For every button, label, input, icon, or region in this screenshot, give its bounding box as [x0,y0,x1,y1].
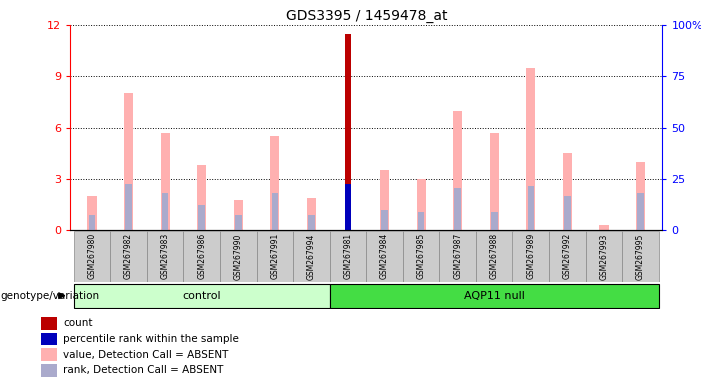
Bar [110,231,147,282]
Text: GSM267993: GSM267993 [599,233,608,280]
Text: genotype/variation: genotype/variation [1,291,100,301]
Bar [549,231,586,282]
Text: GSM267987: GSM267987 [453,233,462,280]
Bar [235,215,242,230]
Bar [476,231,512,282]
Bar [41,317,57,330]
Text: GSM267991: GSM267991 [271,233,280,280]
Bar [307,198,316,230]
Bar [491,212,498,230]
Bar [512,231,549,282]
Bar [271,136,280,230]
Bar [380,170,389,230]
Bar [41,348,57,361]
Bar [308,215,315,230]
Text: GSM267980: GSM267980 [88,233,97,280]
Text: percentile rank within the sample: percentile rank within the sample [64,334,239,344]
Bar [147,231,184,282]
Bar [41,364,57,377]
Bar [74,231,110,282]
Text: GSM267992: GSM267992 [563,233,572,280]
Bar [220,231,257,282]
Bar [453,111,462,230]
Bar [89,215,95,230]
Bar [454,188,461,230]
Bar [184,231,220,282]
Bar [329,283,659,308]
Bar [403,231,440,282]
Bar [198,205,205,230]
Bar [490,133,499,230]
Bar [161,133,170,230]
Bar [293,231,329,282]
Text: GSM267988: GSM267988 [490,233,498,280]
Text: GSM267989: GSM267989 [526,233,536,280]
Text: GSM267994: GSM267994 [307,233,316,280]
Bar [41,333,57,345]
Text: value, Detection Call = ABSENT: value, Detection Call = ABSENT [64,349,229,359]
Bar [257,231,293,282]
Bar [564,196,571,230]
Bar [345,184,351,230]
Bar [381,210,388,230]
Text: count: count [64,318,93,328]
Bar [162,193,168,230]
Text: GSM267983: GSM267983 [161,233,170,280]
Bar [418,212,424,230]
Text: rank, Detection Call = ABSENT: rank, Detection Call = ABSENT [64,365,224,375]
Bar [636,162,645,230]
Text: GSM267985: GSM267985 [416,233,426,280]
Bar [124,93,133,230]
Bar [526,68,536,230]
Text: GSM267981: GSM267981 [343,233,353,280]
Bar [528,186,534,230]
Title: GDS3395 / 1459478_at: GDS3395 / 1459478_at [285,8,447,23]
Text: control: control [182,291,221,301]
Bar [622,231,659,282]
Bar [233,200,243,230]
Bar [366,231,403,282]
Bar [637,193,644,230]
Text: GSM267986: GSM267986 [197,233,206,280]
Bar [88,196,97,230]
Bar [345,33,351,230]
Bar [585,231,622,282]
Text: GSM267995: GSM267995 [636,233,645,280]
Bar [329,231,367,282]
Text: GSM267982: GSM267982 [124,233,133,280]
Bar [440,231,476,282]
Bar [271,193,278,230]
Bar [197,166,206,230]
Text: GSM267984: GSM267984 [380,233,389,280]
Bar [563,153,572,230]
Bar [416,179,426,230]
Bar [125,184,132,230]
Bar [74,283,329,308]
Bar [599,225,608,230]
Text: GSM267990: GSM267990 [234,233,243,280]
Text: AQP11 null: AQP11 null [464,291,524,301]
